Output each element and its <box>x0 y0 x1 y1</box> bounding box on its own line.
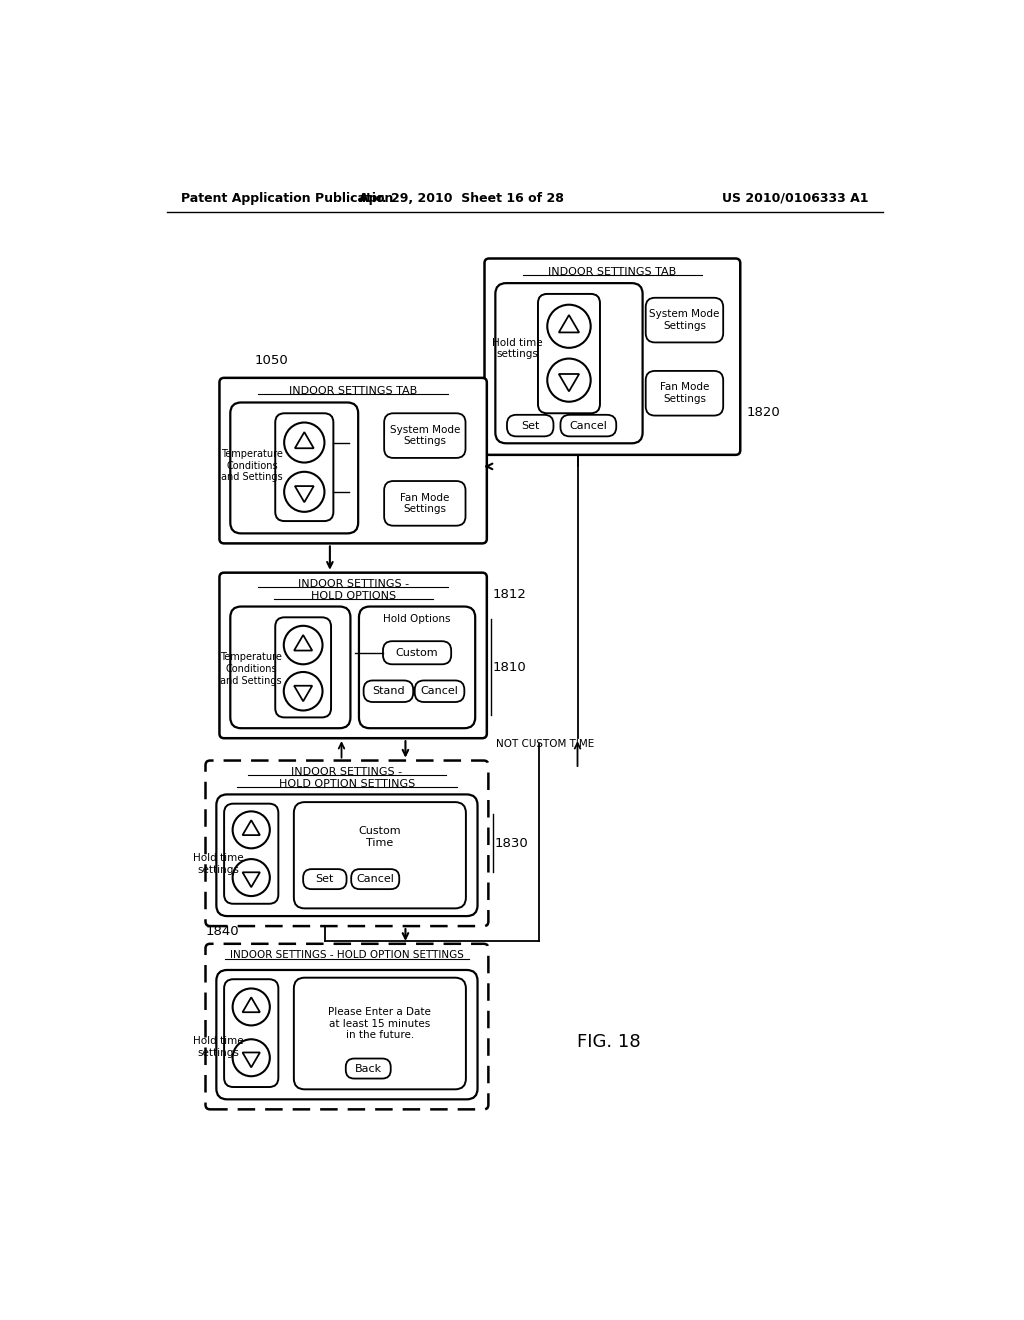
FancyBboxPatch shape <box>275 413 334 521</box>
Text: NOT CUSTOM TIME: NOT CUSTOM TIME <box>496 739 594 750</box>
Text: Apr. 29, 2010  Sheet 16 of 28: Apr. 29, 2010 Sheet 16 of 28 <box>358 191 563 205</box>
Text: HOLD OPTIONS: HOLD OPTIONS <box>310 591 395 601</box>
Text: HOLD OPTION SETTINGS: HOLD OPTION SETTINGS <box>279 779 415 788</box>
FancyBboxPatch shape <box>415 681 464 702</box>
Text: Temperature
Conditions
and Settings: Temperature Conditions and Settings <box>220 652 283 685</box>
FancyBboxPatch shape <box>383 642 452 664</box>
FancyBboxPatch shape <box>216 970 477 1100</box>
Text: Patent Application Publication: Patent Application Publication <box>180 191 393 205</box>
Text: Set: Set <box>521 421 540 430</box>
FancyBboxPatch shape <box>384 480 466 525</box>
FancyBboxPatch shape <box>484 259 740 455</box>
Text: Temperature
Conditions
and Settings: Temperature Conditions and Settings <box>221 449 283 482</box>
Text: Cancel: Cancel <box>356 874 394 884</box>
Text: Custom: Custom <box>395 648 438 657</box>
FancyBboxPatch shape <box>216 795 477 916</box>
Text: INDOOR SETTINGS TAB: INDOOR SETTINGS TAB <box>548 267 677 277</box>
Text: Set: Set <box>315 874 334 884</box>
Text: Cancel: Cancel <box>569 421 607 430</box>
FancyBboxPatch shape <box>224 804 279 904</box>
FancyBboxPatch shape <box>206 944 488 1109</box>
Text: INDOOR SETTINGS - HOLD OPTION SETTINGS: INDOOR SETTINGS - HOLD OPTION SETTINGS <box>230 950 464 961</box>
Text: Custom
Time: Custom Time <box>358 826 401 847</box>
FancyBboxPatch shape <box>646 371 723 416</box>
Text: INDOOR SETTINGS -: INDOOR SETTINGS - <box>292 767 402 777</box>
FancyBboxPatch shape <box>230 607 350 729</box>
Text: 1050: 1050 <box>254 354 288 367</box>
Text: 1812: 1812 <box>493 587 527 601</box>
FancyBboxPatch shape <box>560 414 616 437</box>
FancyBboxPatch shape <box>351 869 399 890</box>
Text: System Mode
Settings: System Mode Settings <box>649 309 720 331</box>
FancyBboxPatch shape <box>496 284 643 444</box>
FancyBboxPatch shape <box>346 1059 391 1078</box>
FancyBboxPatch shape <box>230 403 358 533</box>
FancyBboxPatch shape <box>224 979 279 1088</box>
FancyBboxPatch shape <box>364 681 414 702</box>
Text: Fan Mode
Settings: Fan Mode Settings <box>400 492 450 515</box>
Text: FIG. 18: FIG. 18 <box>577 1034 640 1051</box>
FancyBboxPatch shape <box>219 378 486 544</box>
FancyBboxPatch shape <box>294 978 466 1089</box>
Text: INDOOR SETTINGS -: INDOOR SETTINGS - <box>298 579 409 589</box>
Text: Hold time
settings: Hold time settings <box>193 1036 244 1057</box>
Text: Hold time
settings: Hold time settings <box>193 853 244 875</box>
Text: Hold time
settings: Hold time settings <box>492 338 543 359</box>
FancyBboxPatch shape <box>646 298 723 342</box>
Text: INDOOR SETTINGS TAB: INDOOR SETTINGS TAB <box>289 385 417 396</box>
FancyBboxPatch shape <box>219 573 486 738</box>
FancyBboxPatch shape <box>359 607 475 729</box>
FancyBboxPatch shape <box>275 618 331 718</box>
Text: 1840: 1840 <box>206 925 240 939</box>
Text: Fan Mode
Settings: Fan Mode Settings <box>659 383 710 404</box>
Text: 1820: 1820 <box>746 407 780 418</box>
FancyBboxPatch shape <box>303 869 346 890</box>
Text: 1810: 1810 <box>493 661 526 675</box>
FancyBboxPatch shape <box>206 760 488 927</box>
Text: Hold Options: Hold Options <box>383 614 451 624</box>
Text: Stand: Stand <box>372 686 404 696</box>
FancyBboxPatch shape <box>538 294 600 413</box>
Text: System Mode
Settings: System Mode Settings <box>390 425 460 446</box>
Text: Please Enter a Date
at least 15 minutes
in the future.: Please Enter a Date at least 15 minutes … <box>329 1007 431 1040</box>
FancyBboxPatch shape <box>384 413 466 458</box>
Text: Cancel: Cancel <box>421 686 459 696</box>
Text: 1830: 1830 <box>495 837 528 850</box>
Text: Back: Back <box>354 1064 382 1073</box>
FancyBboxPatch shape <box>507 414 554 437</box>
FancyBboxPatch shape <box>294 803 466 908</box>
Text: US 2010/0106333 A1: US 2010/0106333 A1 <box>722 191 868 205</box>
